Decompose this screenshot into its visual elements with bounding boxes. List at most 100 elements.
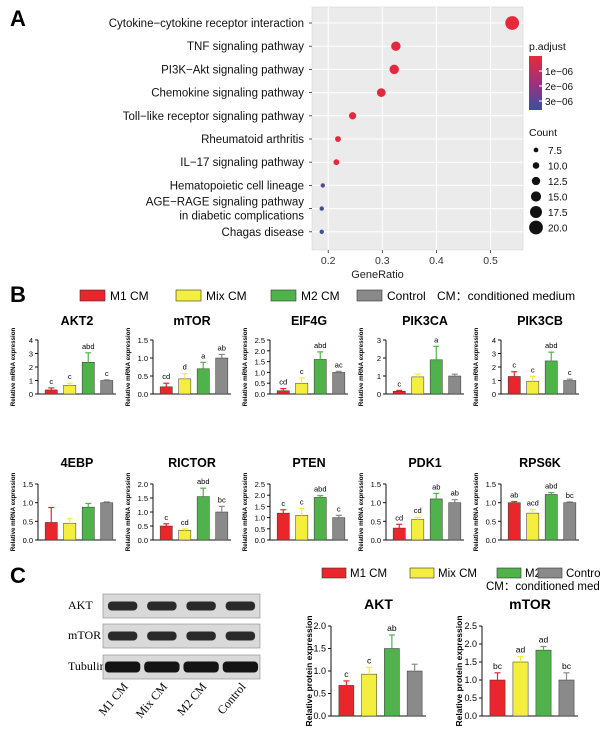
significance-letter: cd xyxy=(414,506,422,515)
y-axis-label: Relative mRNA expression xyxy=(473,328,480,407)
blot-lane-label: Control xyxy=(214,679,249,717)
y-tick-label: 0.5 xyxy=(371,517,381,526)
dot-point xyxy=(391,41,401,51)
y-tick-label: 0.0 xyxy=(23,536,33,545)
legend-label: Control xyxy=(387,289,426,303)
panel-letter-a: A xyxy=(10,6,26,31)
y-tick-label: 1.0 xyxy=(486,499,496,508)
y-tick-label: in diabetic complications xyxy=(179,211,304,223)
chart-title: PDK1 xyxy=(408,456,441,470)
panel-letter-c: C xyxy=(10,563,26,588)
legend-note: CM：conditioned medium xyxy=(486,581,600,593)
significance-letter: c xyxy=(105,369,109,378)
significance-letter: abd xyxy=(545,482,558,491)
count-legend-dot xyxy=(529,220,543,235)
bar xyxy=(295,515,309,541)
count-legend-dot xyxy=(533,147,539,153)
blot-lane-label: M2 CM xyxy=(174,680,210,719)
y-tick-label: 1.5 xyxy=(255,502,265,511)
bar xyxy=(159,386,173,395)
blot-band xyxy=(147,601,177,611)
significance-letter: c xyxy=(49,377,53,386)
bar xyxy=(295,382,309,395)
significance-letter: abd xyxy=(82,342,95,351)
bar xyxy=(507,502,521,541)
bar xyxy=(100,502,114,541)
y-tick-label: 2 xyxy=(492,363,496,372)
chart-title: PIK3CA xyxy=(402,314,448,328)
padjust-colorbar xyxy=(529,56,542,110)
bar xyxy=(196,496,210,541)
bar xyxy=(332,517,346,541)
significance-letter: ab xyxy=(387,623,397,633)
y-tick-label: 1.0 xyxy=(464,675,477,685)
y-tick-label: 0.5 xyxy=(464,693,477,703)
count-legend-label: 7.5 xyxy=(548,146,562,157)
significance-letter: ab xyxy=(510,491,518,500)
significance-letter: ad xyxy=(516,645,526,655)
bar xyxy=(44,389,58,395)
chart-title: AKT2 xyxy=(61,314,94,328)
y-tick-label: 2 xyxy=(377,354,381,363)
blot-band xyxy=(107,601,138,611)
y-tick-label: 2.0 xyxy=(313,621,326,631)
chart-title: RICTOR xyxy=(168,456,216,470)
bar xyxy=(313,359,327,395)
y-tick-label: 0 xyxy=(29,390,33,399)
y-tick-label: 0.0 xyxy=(138,536,148,545)
count-legend-dot xyxy=(531,176,541,186)
significance-letter: c xyxy=(281,499,285,508)
y-tick-label: 1.0 xyxy=(255,514,265,523)
bar xyxy=(411,519,425,541)
chart-title: AKT xyxy=(364,596,393,612)
bar xyxy=(535,649,552,717)
y-axis-label: Relative mRNA expression xyxy=(473,473,480,552)
y-tick-label: 0.5 xyxy=(255,525,265,534)
y-axis-label: Relative mRNA expression xyxy=(10,328,17,407)
dot-point xyxy=(348,112,357,120)
y-tick-label: 0.0 xyxy=(486,536,496,545)
bar xyxy=(361,673,377,717)
significance-letter: c xyxy=(397,379,401,388)
legend-swatch xyxy=(537,567,563,579)
dot-point xyxy=(335,136,341,142)
y-tick-label: 0.5 xyxy=(313,689,326,699)
dot-point xyxy=(333,159,340,166)
bar xyxy=(406,670,423,717)
bar xyxy=(178,378,192,395)
significance-letter: cd xyxy=(279,378,287,387)
bar xyxy=(429,359,443,395)
y-tick-label: 1.0 xyxy=(371,499,381,508)
x-axis-label: GeneRatio xyxy=(351,269,404,281)
bar xyxy=(392,391,406,395)
bar xyxy=(63,384,77,395)
blot-band xyxy=(222,661,259,673)
significance-letter: bc xyxy=(218,495,226,504)
count-legend-label: 17.5 xyxy=(548,208,568,219)
significance-letter: abd xyxy=(197,477,210,486)
significance-letter: c xyxy=(300,367,304,376)
y-tick-label: 1.5 xyxy=(371,480,381,489)
significance-letter: bc xyxy=(493,661,503,671)
bar xyxy=(338,685,355,717)
x-tick-label: 0.2 xyxy=(321,255,336,267)
bar xyxy=(215,357,229,395)
y-tick-label: 1.0 xyxy=(255,368,265,377)
significance-letter: c xyxy=(164,513,168,522)
dot-point xyxy=(320,183,326,188)
bar xyxy=(44,522,58,541)
blot-band xyxy=(186,631,216,641)
bar xyxy=(489,679,506,717)
y-tick-label: 4 xyxy=(29,336,33,345)
y-axis-label: Relative mRNA expression xyxy=(242,473,249,552)
y-axis-label: Relative mRNA expression xyxy=(358,328,365,407)
chart-title: EIF4G xyxy=(291,314,327,328)
y-tick-label: 0.5 xyxy=(138,372,148,381)
y-axis-label: Relative mRNA expression xyxy=(242,328,249,407)
bar xyxy=(544,494,558,541)
y-tick-label: 1.0 xyxy=(138,508,148,517)
y-tick-label: 0 xyxy=(377,390,381,399)
legend-swatch xyxy=(321,567,347,579)
legend-label: Control xyxy=(566,568,600,580)
y-tick-label: 1.5 xyxy=(255,358,265,367)
